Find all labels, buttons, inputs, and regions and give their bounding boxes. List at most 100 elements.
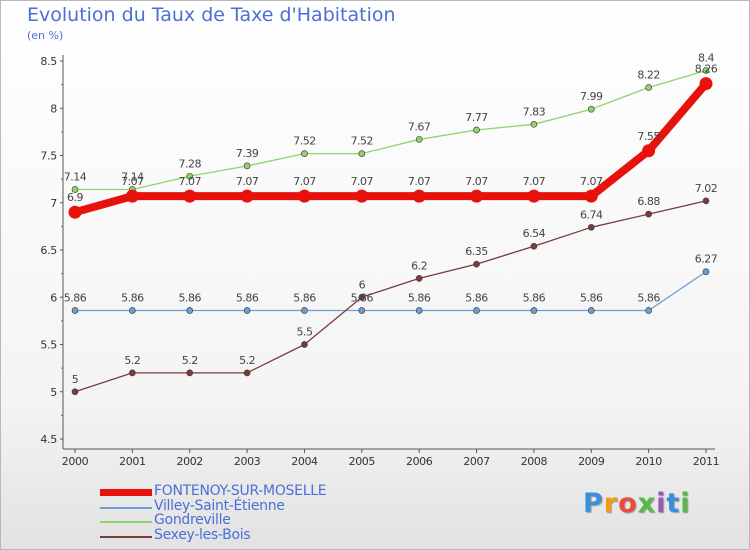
data-label: 5.86 (236, 291, 259, 304)
data-label: 5.86 (637, 291, 660, 304)
data-label: 7.39 (236, 147, 259, 160)
data-point (699, 77, 713, 91)
data-point (183, 189, 197, 203)
data-point (243, 369, 251, 377)
data-point (71, 186, 79, 193)
data-point (301, 307, 308, 314)
logo-letter: P (583, 488, 604, 519)
data-point (358, 293, 366, 301)
data-label: 8.22 (637, 68, 660, 81)
data-point (473, 260, 480, 268)
series-line (74, 271, 707, 312)
x-tick-label: 2000 (62, 455, 89, 468)
data-point (645, 307, 652, 314)
data-point (129, 369, 136, 377)
data-point (415, 307, 423, 314)
data-label: 6.2 (411, 259, 427, 272)
data-label: 7.07 (351, 175, 374, 188)
data-point (68, 205, 82, 219)
data-point (530, 307, 538, 314)
data-point (587, 223, 595, 231)
legend-swatch (100, 506, 152, 509)
data-label: 7.83 (523, 105, 546, 118)
data-point (530, 242, 538, 250)
data-point (702, 67, 710, 74)
data-point (645, 84, 652, 91)
data-label: 5.5 (296, 326, 312, 339)
data-point (527, 189, 541, 203)
data-label: 5.86 (408, 291, 431, 304)
logo-letter: i (656, 488, 667, 519)
data-point (186, 307, 194, 314)
x-tick-label: 2004 (291, 455, 318, 468)
data-label: 7.14 (121, 171, 144, 184)
data-label: 6.9 (67, 191, 83, 204)
data-point (473, 126, 480, 134)
y-tick-label: 5.5 (40, 339, 57, 352)
data-label: 7.07 (408, 175, 431, 188)
x-tick-label: 2009 (578, 455, 605, 468)
data-point (243, 307, 251, 314)
data-label: 7.67 (408, 120, 431, 133)
data-point (702, 197, 710, 205)
data-point (415, 275, 423, 282)
data-point (530, 120, 538, 128)
y-tick-label: 5 (50, 386, 57, 399)
x-tick-label: 2011 (693, 455, 719, 468)
x-tick-label: 2010 (635, 455, 662, 468)
logo-letter: i (680, 488, 691, 519)
data-point (473, 307, 480, 314)
proxiti-logo: Proxiti (583, 488, 691, 519)
data-point (71, 388, 79, 396)
y-tick-label: 7.5 (40, 150, 57, 163)
data-point (125, 189, 139, 203)
data-label: 7.99 (580, 90, 603, 103)
chart-subtitle: (en %) (27, 29, 64, 42)
data-label: 5.86 (351, 291, 374, 304)
data-point (358, 307, 366, 314)
data-label: 5.2 (239, 354, 255, 367)
legend-label: Sexey-les-Bois (154, 526, 251, 543)
data-point (355, 189, 369, 203)
x-tick-label: 2002 (177, 455, 203, 468)
data-label: 5.86 (121, 291, 144, 304)
data-label: 7.07 (465, 175, 488, 188)
data-label: 7.07 (293, 175, 316, 188)
series-labels: 6.97.07 7.07 7.07 7.07 7.07 7.07 7.07 7.07 7.077… (64, 51, 718, 385)
data-point (584, 189, 598, 203)
data-label: 8.4 (698, 51, 714, 64)
logo-letter: t (666, 488, 681, 519)
data-label: 7.07 (178, 175, 201, 188)
series-line (74, 200, 707, 393)
data-point (645, 210, 652, 218)
data-label: 7.55 (637, 130, 660, 143)
data-point (240, 189, 254, 203)
data-point (412, 189, 426, 203)
y-tick-label: 8 (50, 102, 57, 115)
data-label: 5.86 (580, 291, 603, 304)
legend-label: FONTENOY-SUR-MOSELLE (154, 483, 327, 499)
data-label: 7.52 (293, 135, 316, 148)
data-point (129, 307, 136, 314)
data-label: 7.52 (351, 135, 374, 148)
data-label: 6.35 (465, 245, 488, 258)
data-point (587, 105, 595, 113)
series-lines (68, 67, 713, 396)
y-tick-label: 7 (50, 197, 57, 210)
legend-label: Villey-Saint-Étienne (154, 497, 285, 514)
y-tick-label: 8.5 (40, 55, 57, 68)
data-point (301, 341, 308, 348)
data-point (642, 144, 656, 158)
x-tick-label: 2003 (234, 455, 261, 468)
x-tick-label: 2006 (406, 455, 433, 468)
legend-swatch (100, 535, 152, 538)
data-label: 6.54 (523, 227, 546, 240)
data-label: 7.07 (121, 175, 144, 188)
data-point (71, 307, 79, 314)
x-tick-label: 2005 (349, 455, 376, 468)
data-label: 5.86 (465, 291, 488, 304)
series-line (71, 79, 710, 217)
data-label: 5.2 (182, 354, 198, 367)
